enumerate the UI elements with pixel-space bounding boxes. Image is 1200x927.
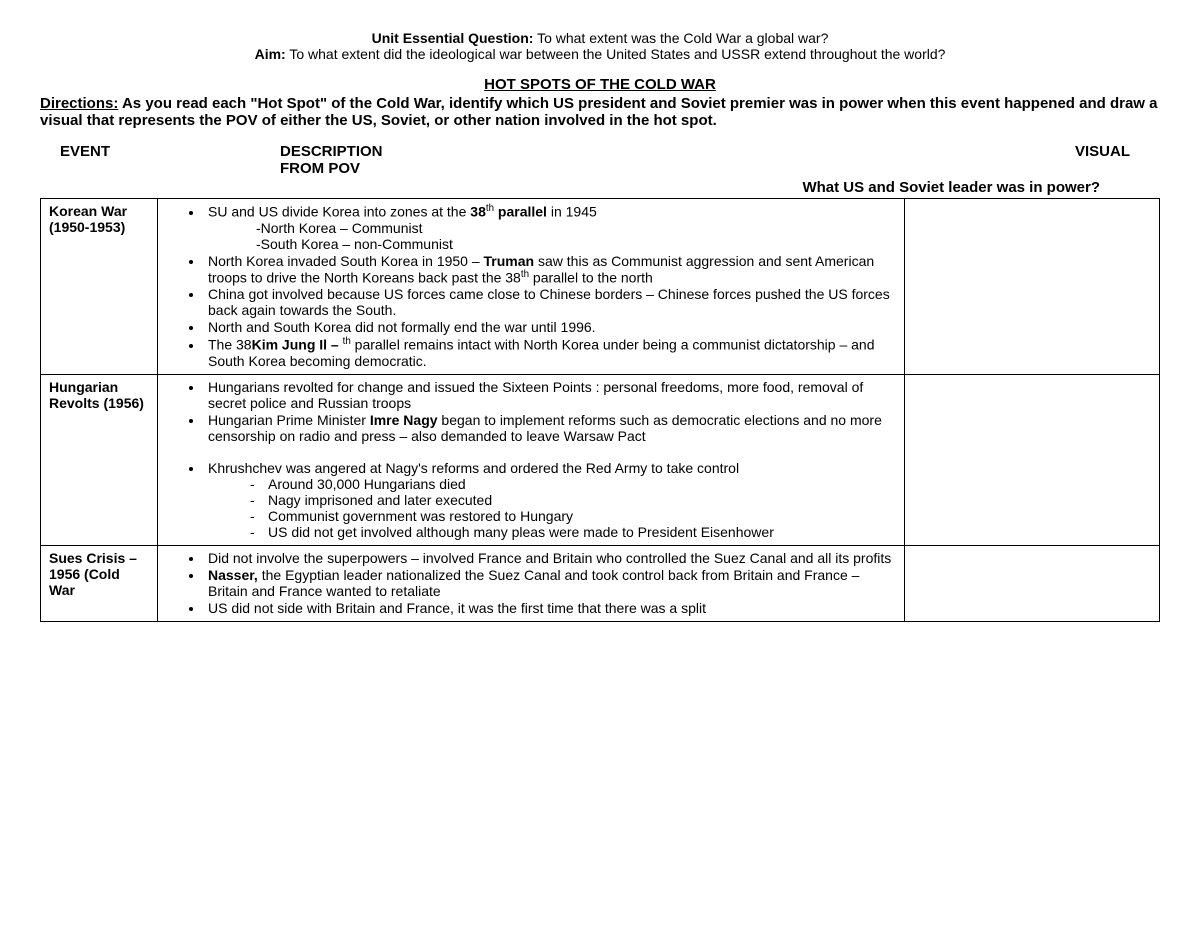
event-cell: Sues Crisis – 1956 (Cold War [41,545,158,621]
description-cell: Did not involve the superpowers – involv… [158,545,905,621]
bullet-item: The 38Kim Jung Il – th parallel remains … [204,336,896,369]
dash-item: Around 30,000 Hungarians died [268,476,896,492]
bullet-item: US did not side with Britain and France,… [204,600,896,616]
bullet-item: Khrushchev was angered at Nagy's reforms… [204,460,896,540]
col-header-desc2: FROM POV [280,160,360,177]
col-header-event: EVENT [40,143,160,177]
sub-header: What US and Soviet leader was in power? [40,179,1160,196]
header-block: Unit Essential Question: To what extent … [40,30,1160,62]
aim-text: To what extent did the ideological war b… [286,46,946,62]
col-header-visual: VISUAL [950,143,1160,177]
aim-label: Aim: [255,46,286,62]
col-header-desc: DESCRIPTION FROM POV [160,143,950,177]
unit-essential-question: Unit Essential Question: To what extent … [40,30,1160,46]
bullet-item: Hungarian Prime Minister Imre Nagy began… [204,412,896,444]
dash-item: Nagy imprisoned and later executed [268,492,896,508]
description-cell: Hungarians revolted for change and issue… [158,374,905,545]
bullet-item: North Korea invaded South Korea in 1950 … [204,253,896,286]
event-cell: Korean War (1950-1953) [41,199,158,375]
bullet-item: Hungarians revolted for change and issue… [204,379,896,411]
visual-cell [905,374,1160,545]
dash-item: US did not get involved although many pl… [268,524,896,540]
table-row: Sues Crisis – 1956 (Cold War Did not invo… [41,545,1160,621]
directions-label: Directions: [40,95,118,112]
directions-text: As you read each "Hot Spot" of the Cold … [40,95,1157,129]
ueq-text: To what extent was the Cold War a global… [533,30,828,46]
dash-item: Communist government was restored to Hun… [268,508,896,524]
bullet-item: North and South Korea did not formally e… [204,319,896,335]
table-row: Korean War (1950-1953) SU and US divide K… [41,199,1160,375]
hotspots-table: Korean War (1950-1953) SU and US divide K… [40,198,1160,622]
bullet-item: SU and US divide Korea into zones at the… [204,203,896,252]
visual-cell [905,545,1160,621]
visual-cell [905,199,1160,375]
bullet-item: Nasser, the Egyptian leader nationalized… [204,567,896,599]
table-row: Hungarian Revolts (1956) Hungarians revol… [41,374,1160,545]
event-cell: Hungarian Revolts (1956) [41,374,158,545]
description-cell: SU and US divide Korea into zones at the… [158,199,905,375]
col-header-desc1: DESCRIPTION [280,143,383,160]
ueq-label: Unit Essential Question: [372,30,534,46]
aim-line: Aim: To what extent did the ideological … [40,46,1160,62]
bullet-item: China got involved because US forces cam… [204,286,896,318]
bullet-item: Did not involve the superpowers – involv… [204,550,896,566]
page-title: HOT SPOTS OF THE COLD WAR [40,76,1160,93]
directions: Directions: As you read each "Hot Spot" … [40,95,1160,129]
column-headers: EVENT DESCRIPTION FROM POV VISUAL [40,143,1160,177]
